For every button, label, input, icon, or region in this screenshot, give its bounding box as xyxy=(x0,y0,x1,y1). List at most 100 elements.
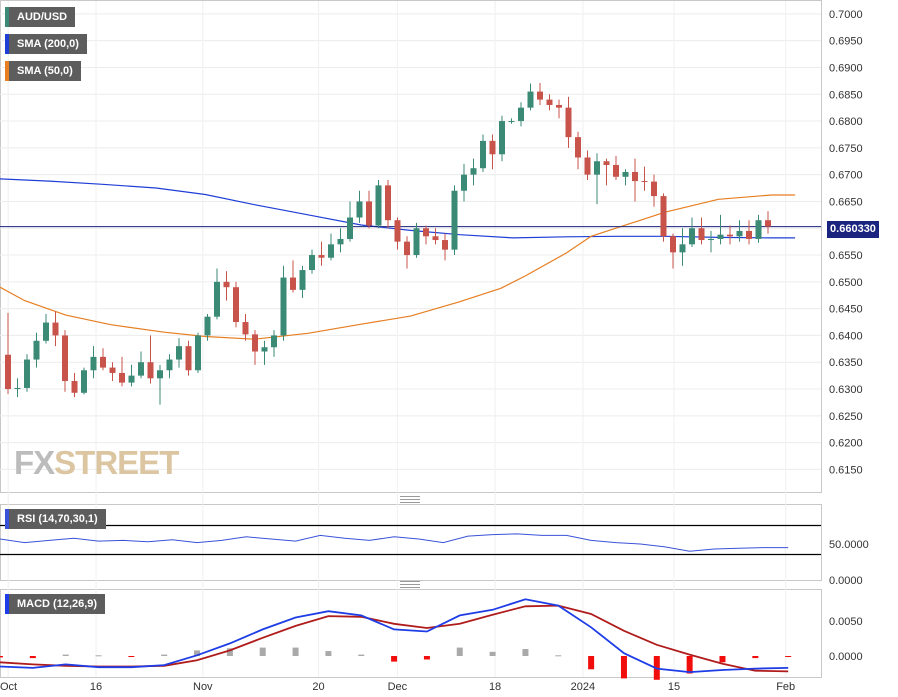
candle-body xyxy=(166,359,173,371)
candlestick-series xyxy=(5,82,771,405)
macd-histogram-bar xyxy=(226,648,233,656)
sma50-line xyxy=(0,194,796,340)
price-tick-label: 0.6350 xyxy=(829,357,863,369)
macd-histogram-bar xyxy=(686,656,693,674)
vertical-grid xyxy=(7,1,787,677)
candle-body xyxy=(470,168,477,175)
candle-body xyxy=(499,121,505,155)
candle-body xyxy=(727,234,733,237)
candle-body xyxy=(717,234,724,239)
price-tick-label: 0.6850 xyxy=(829,89,863,101)
fxstreet-watermark: FXSTREET xyxy=(14,444,179,481)
legend-sma200[interactable]: SMA (200,0) xyxy=(5,34,87,54)
candle-body xyxy=(584,157,591,175)
candle-body xyxy=(290,277,296,290)
candle-body xyxy=(546,99,553,105)
candle-body xyxy=(565,107,572,138)
candle-body xyxy=(356,201,363,218)
legend-pair-swatch xyxy=(5,7,9,27)
candle-body xyxy=(518,107,524,122)
legend-macd-swatch xyxy=(5,594,9,614)
sma50-layer xyxy=(0,194,796,340)
price-tick-label: 0.6500 xyxy=(829,277,863,289)
candle-body xyxy=(413,228,420,256)
rsi-tick-label: 0.0000 xyxy=(829,575,863,587)
macd-lines xyxy=(0,598,789,674)
legend-macd[interactable]: MACD (12,26,9) xyxy=(5,594,106,614)
current-price-label: 0.660330 xyxy=(827,221,879,238)
candle-body xyxy=(689,228,695,245)
date-tick-label: 15 xyxy=(668,681,680,693)
price-tick-label: 0.6550 xyxy=(829,250,863,262)
date-tick-label: Oct xyxy=(0,681,17,693)
legend-rsi[interactable]: RSI (14,70,30,1) xyxy=(5,509,106,529)
date-tick-label: Nov xyxy=(193,681,213,693)
macd-histogram-bar xyxy=(620,656,627,679)
rsi-axis: 50.0000 0.0000 xyxy=(829,539,869,587)
candle-body xyxy=(594,161,600,175)
candle-body xyxy=(423,228,429,237)
macd-resize-handle[interactable] xyxy=(400,581,420,588)
main-panel-frame xyxy=(0,0,822,493)
candle-body xyxy=(451,190,458,250)
macd-histogram-bar xyxy=(456,647,463,656)
price-tick-label: 0.6950 xyxy=(829,36,863,48)
price-tick-label: 0.6150 xyxy=(829,464,863,476)
candle-body xyxy=(575,137,581,158)
candle-body xyxy=(432,236,439,241)
candle-body xyxy=(670,236,676,253)
macd-histogram-bar xyxy=(423,656,430,660)
candle-body xyxy=(157,370,163,379)
legend-sma50-label: SMA (50,0) xyxy=(17,65,73,77)
macd-panel-frame xyxy=(0,589,822,678)
macd-axis: 0.0050 0.0000 xyxy=(829,616,863,663)
candle-body xyxy=(62,335,68,381)
legend-sma50[interactable]: SMA (50,0) xyxy=(5,61,81,81)
panel-borders xyxy=(0,0,822,678)
macd-histogram-bar xyxy=(785,656,792,657)
candle-body xyxy=(375,185,382,226)
candle-body xyxy=(252,334,258,352)
rsi-layer xyxy=(0,524,821,556)
price-tick-label: 0.7000 xyxy=(829,9,863,21)
candle-body xyxy=(309,255,315,271)
candle-body xyxy=(90,356,97,371)
candle-body xyxy=(147,362,154,379)
macd-tick-label: 0.0050 xyxy=(829,616,863,628)
candle-body xyxy=(328,244,334,258)
candle-body xyxy=(223,281,230,288)
candle-body xyxy=(746,230,752,239)
macd-histogram-bar xyxy=(358,654,365,656)
price-tick-label: 0.6400 xyxy=(829,330,863,342)
candle-body xyxy=(508,121,515,123)
candle-body xyxy=(33,340,40,360)
price-tick-label: 0.6450 xyxy=(829,304,863,316)
price-axis: 0.7000 0.6950 0.6900 0.6850 0.6800 0.6750 0.67… xyxy=(829,9,863,477)
candle-body xyxy=(24,359,30,388)
price-tick-label: 0.6250 xyxy=(829,411,863,423)
candle-body xyxy=(195,335,201,371)
legend-pair[interactable]: AUD/USD xyxy=(5,7,76,27)
candle-body xyxy=(81,370,87,393)
candle-body xyxy=(603,161,610,165)
price-tick-label: 0.6800 xyxy=(829,116,863,128)
rsi-line xyxy=(0,533,789,552)
candle-body xyxy=(100,356,106,368)
price-tick-label: 0.6750 xyxy=(829,143,863,155)
rsi-panel-frame xyxy=(0,504,822,581)
macd-histogram-bar xyxy=(325,651,332,656)
date-tick-label: Dec xyxy=(388,681,408,693)
macd-histogram-bar xyxy=(194,650,201,656)
macd-histogram xyxy=(0,647,792,680)
candle-body xyxy=(128,375,135,383)
macd-histogram-bar xyxy=(555,655,562,657)
candle-body xyxy=(233,287,239,323)
candle-body xyxy=(52,322,59,336)
candle-body xyxy=(480,140,486,169)
candle-body xyxy=(765,220,771,227)
candle-body xyxy=(461,174,467,191)
price-tick-label: 0.6300 xyxy=(829,384,863,396)
candle-body xyxy=(632,171,638,182)
candle-body xyxy=(404,241,410,256)
rsi-resize-handle[interactable] xyxy=(400,496,420,503)
